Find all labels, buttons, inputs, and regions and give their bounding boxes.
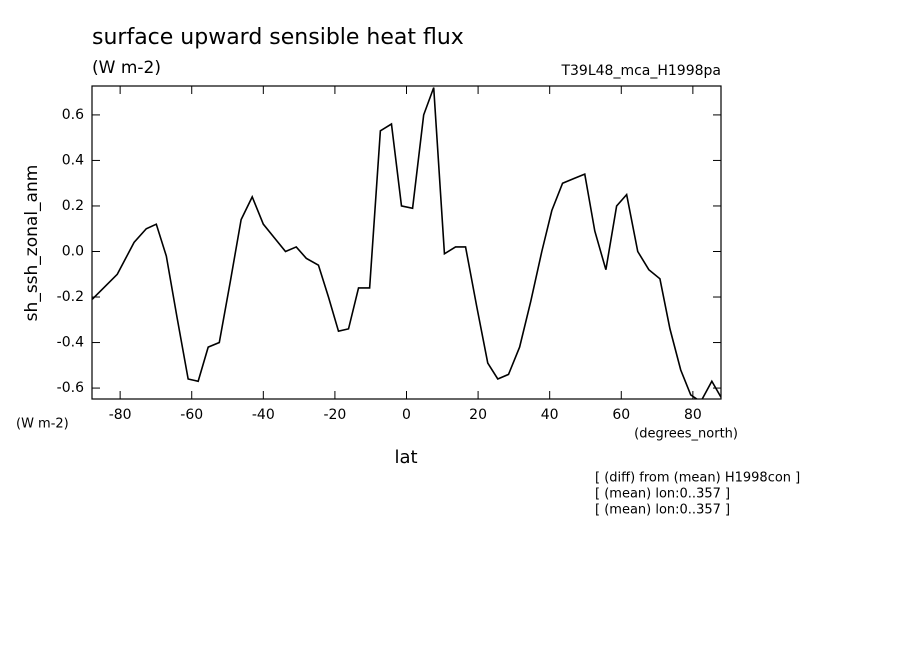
note: [ (mean) lon:0..357 ] [595, 487, 730, 502]
x-tick-label: -40 [252, 407, 275, 423]
x-tick-label: 0 [402, 407, 411, 423]
y-tick-label: 0.6 [62, 107, 84, 123]
y-axis-label: sh_ssh_zonal_anm [22, 165, 42, 322]
x-tick-label: 60 [612, 407, 630, 423]
note: [ (diff) from (mean) H1998con ] [595, 471, 800, 486]
y-tick-label: 0.4 [62, 152, 84, 168]
run-label: T39L48_mca_H1998pa [560, 63, 721, 79]
x-tick-label: 20 [469, 407, 487, 423]
x-tick-label: -80 [109, 407, 132, 423]
y-tick-label: -0.6 [57, 380, 84, 396]
y-tick-label: -0.2 [57, 289, 84, 305]
chart-title: surface upward sensible heat flux [92, 25, 464, 50]
y-tick-label: 0.2 [62, 198, 84, 214]
x-tick-label: 80 [684, 407, 702, 423]
x-tick-label: -60 [180, 407, 203, 423]
x-axis-label: lat [394, 447, 417, 468]
x-tick-label: 40 [541, 407, 559, 423]
x-units: (degrees_north) [634, 427, 738, 442]
note: [ (mean) lon:0..357 ] [595, 503, 730, 518]
y-tick-label: 0.0 [62, 243, 84, 259]
plot-frame [91, 85, 722, 400]
chart-subtitle: (W m-2) [92, 58, 161, 78]
data-line [92, 87, 721, 399]
y-units: (W m-2) [16, 417, 69, 432]
y-tick-label: -0.4 [57, 335, 84, 351]
x-tick-label: -20 [323, 407, 346, 423]
